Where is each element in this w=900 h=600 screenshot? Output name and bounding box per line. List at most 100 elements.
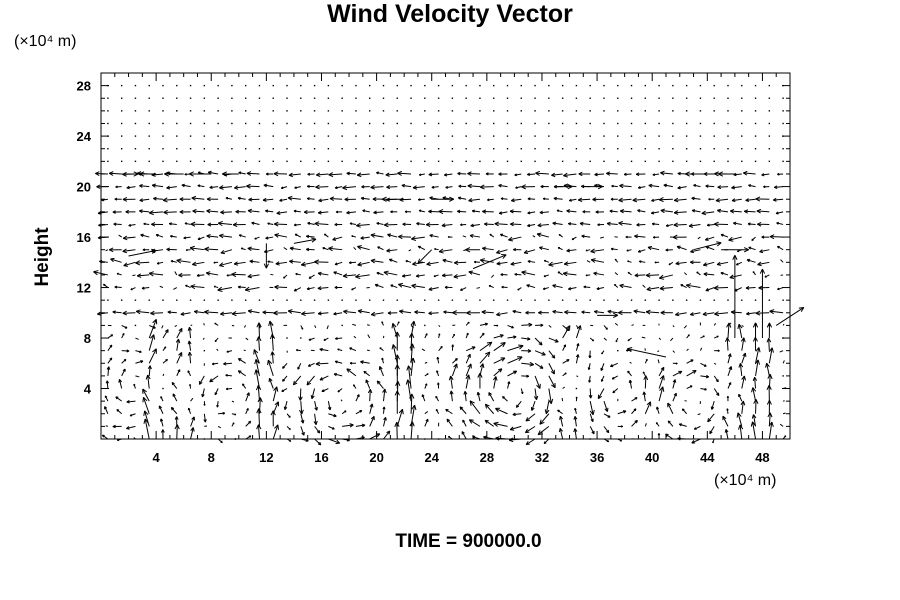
wind-vector	[548, 363, 555, 375]
wind-vector	[685, 97, 688, 99]
wind-vector	[161, 325, 164, 329]
x-tick-label: 24	[424, 450, 439, 465]
wind-vector	[209, 185, 219, 190]
wind-vector	[352, 323, 357, 326]
wind-vector	[603, 84, 605, 87]
wind-vector	[782, 97, 784, 99]
wind-vector	[521, 348, 532, 353]
wind-vector	[107, 334, 114, 339]
wind-vector	[176, 258, 191, 264]
wind-vector	[473, 260, 480, 264]
wind-vector	[128, 223, 136, 227]
wind-vector	[390, 284, 398, 289]
wind-vector	[493, 97, 495, 99]
wind-vector	[134, 110, 137, 112]
wind-vector	[307, 362, 315, 367]
wind-vector	[386, 248, 398, 253]
wind-vector	[183, 236, 191, 240]
wind-vector	[462, 235, 467, 238]
wind-vector	[728, 236, 742, 242]
wind-vector	[108, 247, 122, 253]
wind-vector	[523, 249, 536, 255]
wind-vector	[378, 366, 384, 377]
wind-vector	[214, 388, 219, 396]
wind-vector	[203, 110, 206, 112]
wind-vector	[134, 148, 137, 150]
wind-vector	[717, 208, 729, 213]
wind-vector	[782, 148, 784, 150]
wind-vector	[548, 122, 550, 125]
wind-vector	[561, 84, 564, 87]
wind-vector	[652, 235, 660, 239]
wind-vector	[424, 148, 426, 150]
wind-vector	[445, 185, 453, 189]
wind-vector	[247, 309, 260, 314]
wind-vector	[472, 254, 507, 270]
wind-vector	[184, 222, 191, 225]
wind-vector	[717, 185, 729, 190]
wind-vector	[414, 310, 425, 315]
wind-vector	[506, 148, 509, 150]
wind-vector	[543, 274, 550, 278]
wind-vector	[614, 272, 619, 276]
x-tick-label: 16	[314, 450, 328, 465]
wind-vector	[779, 423, 784, 427]
wind-vector	[763, 185, 770, 189]
wind-vector	[508, 437, 522, 443]
wind-vector	[327, 135, 330, 137]
wind-vector	[97, 211, 108, 215]
wind-vector	[713, 285, 729, 291]
wind-vector	[713, 97, 715, 99]
wind-vector	[507, 335, 517, 339]
wind-vector	[468, 419, 481, 427]
wind-vector	[313, 413, 318, 425]
wind-vector	[630, 148, 633, 150]
wind-vector	[627, 370, 632, 377]
wind-vector	[752, 376, 758, 389]
wind-vector	[272, 148, 274, 150]
wind-vector	[727, 97, 729, 99]
wind-vector	[341, 84, 343, 87]
wind-vector	[534, 97, 536, 99]
wind-vector	[699, 160, 702, 163]
wind-vector	[314, 221, 329, 227]
wind-vector	[442, 258, 453, 263]
wind-vector	[630, 299, 633, 301]
wind-vector	[597, 223, 604, 227]
wind-vector	[424, 438, 426, 440]
wind-vector	[267, 359, 274, 377]
x-tick-label: 20	[369, 450, 383, 465]
wind-vector	[150, 310, 164, 316]
wind-vector	[317, 286, 329, 291]
wind-vector	[162, 110, 164, 112]
wind-vector	[443, 310, 453, 314]
wind-vector	[121, 368, 126, 377]
wind-vector	[406, 365, 412, 389]
wind-vector	[502, 396, 508, 402]
wind-vector	[105, 425, 109, 427]
wind-vector	[328, 438, 341, 445]
wind-vector	[607, 309, 618, 314]
wind-vector	[727, 160, 729, 163]
wind-vector	[307, 184, 315, 188]
wind-vector	[289, 246, 301, 251]
wind-vector	[170, 259, 177, 263]
wind-vector	[187, 326, 192, 339]
wind-vector	[174, 416, 179, 427]
wind-vector	[376, 380, 384, 389]
wind-vector	[597, 388, 605, 400]
wind-vector	[256, 322, 262, 339]
wind-vector	[306, 287, 315, 291]
wind-vector	[631, 408, 637, 415]
wind-vector	[120, 122, 123, 125]
wind-vector	[746, 311, 756, 316]
wind-vector	[776, 245, 784, 251]
wind-vector	[727, 366, 733, 377]
wind-vector	[379, 347, 384, 352]
wind-vector	[548, 148, 550, 150]
wind-vector	[369, 415, 375, 427]
wind-vector	[139, 198, 150, 203]
wind-vector	[385, 172, 398, 177]
wind-vector	[176, 148, 178, 150]
wind-vector	[272, 122, 274, 125]
